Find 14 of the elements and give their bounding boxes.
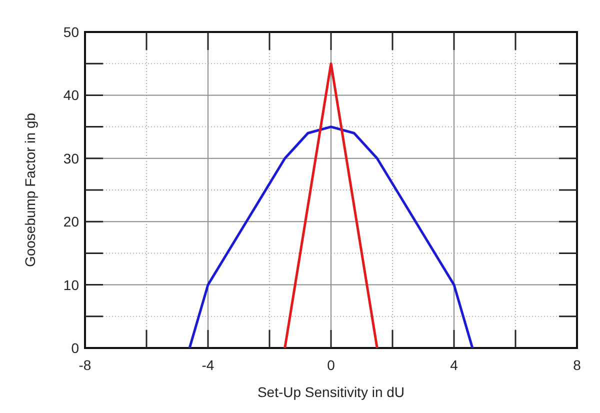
x-tick-label: 0 (327, 357, 336, 373)
y-tick-label: 0 (71, 340, 80, 356)
x-tick-label: -4 (202, 357, 214, 373)
x-tick-label: 8 (573, 357, 582, 373)
y-tick-label: 20 (63, 214, 80, 230)
line-series (188, 126, 474, 348)
y-tick-label: 40 (63, 87, 80, 104)
y-axis-title: Goosebump Factor in gb (22, 112, 38, 268)
y-tick-label: 10 (63, 276, 80, 293)
y-tick-label: 50 (63, 24, 80, 40)
y-tick-label: 30 (63, 150, 80, 166)
x-axis-title: Set-Up Sensitivity in dU (257, 384, 405, 400)
x-tick-label: 4 (450, 357, 458, 373)
x-tick-label: -8 (78, 357, 92, 373)
